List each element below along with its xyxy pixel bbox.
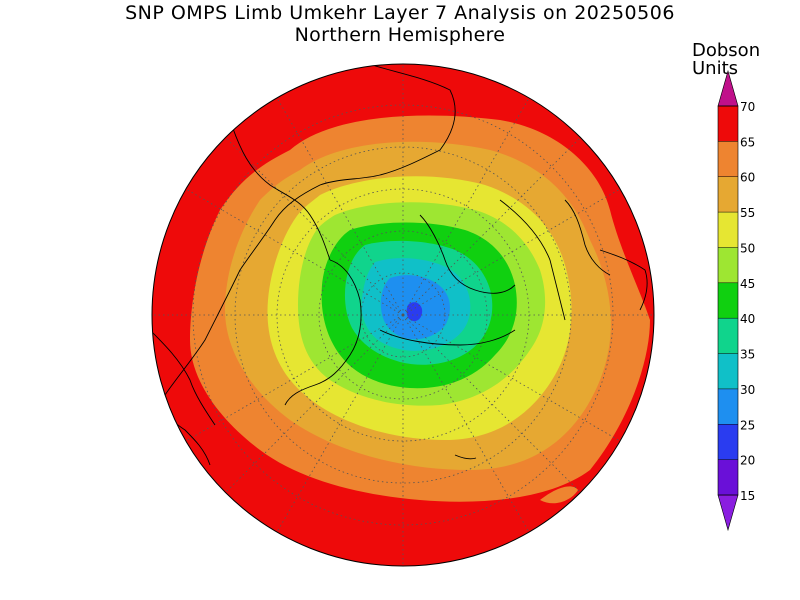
colorbar-units-label-2: Units <box>692 58 739 79</box>
ozone-field <box>152 64 654 566</box>
colorbar-tick-label: 70 <box>740 100 755 114</box>
colorbar-band-60-65 <box>718 141 738 177</box>
colorbar-tick-label: 20 <box>740 454 755 468</box>
colorbar-band-15-20 <box>718 459 738 495</box>
colorbar-tick-label: 15 <box>740 489 755 503</box>
colorbar-band-25-30 <box>718 388 738 425</box>
map-subtitle: Northern Hemisphere <box>294 24 506 46</box>
colorbar-band-55-60 <box>718 176 738 213</box>
colorbar-tick-label: 35 <box>740 348 755 362</box>
colorbar-units-label: Dobson <box>692 40 761 61</box>
colorbar-arrow-high <box>717 69 739 107</box>
graticule <box>152 64 654 566</box>
colorbar-tick-label: 30 <box>740 383 755 397</box>
colorbar-tick-label: 60 <box>740 171 755 185</box>
map-title: SNP OMPS Limb Umkehr Layer 7 Analysis on… <box>125 2 675 24</box>
colorbar-band-65-70 <box>718 106 738 142</box>
colorbar-band-45-50 <box>718 247 738 283</box>
contour-blob-se <box>540 486 578 504</box>
colorbar-band-50-55 <box>718 212 738 248</box>
map-boundary <box>151 63 655 567</box>
colorbar-band-35-40 <box>718 318 738 354</box>
colorbar-tick-label: 50 <box>740 241 755 255</box>
colorbar-tick-label: 55 <box>740 206 755 220</box>
colorbar-tick-label: 45 <box>740 277 755 291</box>
colorbar-band-40-45 <box>718 282 738 319</box>
colorbar-tick-label: 65 <box>740 135 755 149</box>
colorbar-tick-label: 40 <box>740 312 755 326</box>
colorbar-arrow-low <box>717 494 739 532</box>
colorbar-band-20-25 <box>718 424 738 460</box>
colorbar-tick-label: 25 <box>740 418 755 432</box>
contour-20-25 <box>406 302 423 322</box>
colorbar: 15 20 25 30 35 40 45 50 55 60 65 70 <box>717 69 755 532</box>
colorbar-band-30-35 <box>718 353 738 389</box>
